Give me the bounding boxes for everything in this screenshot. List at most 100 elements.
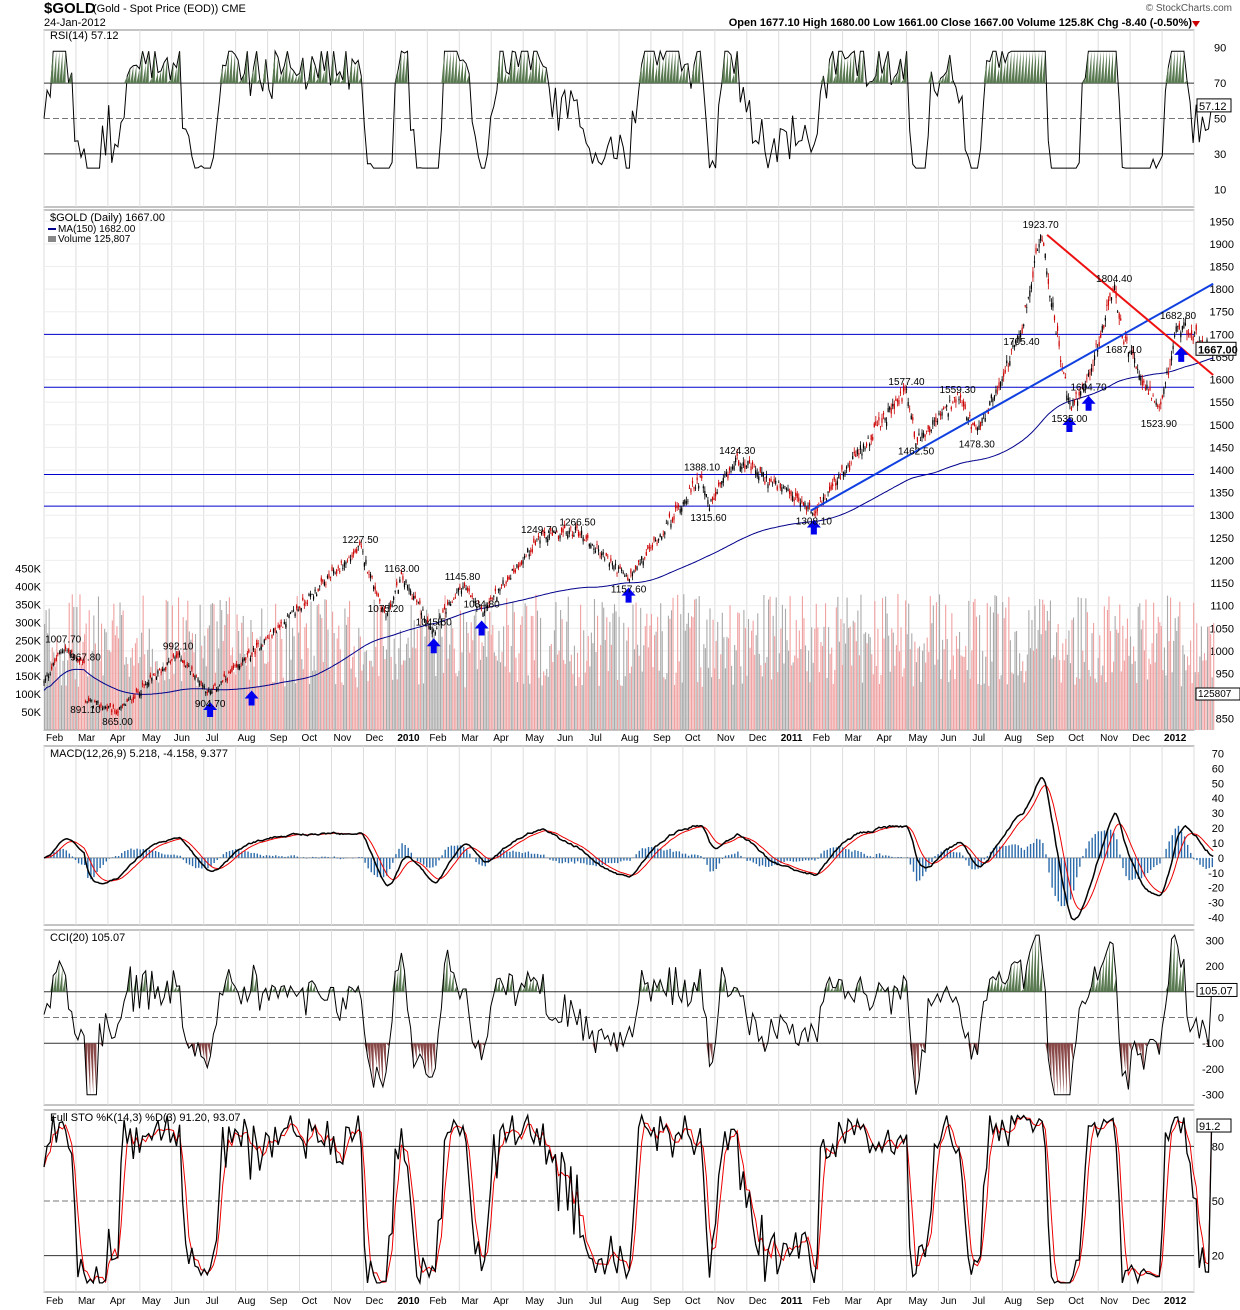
volume-bar <box>122 610 124 730</box>
price-candle-body <box>753 466 755 467</box>
volume-bar <box>818 672 820 730</box>
volume-bar <box>1208 626 1210 730</box>
price-candle-body <box>967 418 969 422</box>
macd-histogram-bar <box>515 851 517 858</box>
macd-histogram-bar <box>912 857 915 872</box>
price-candle-body <box>346 559 349 561</box>
price-annotation-label: 1604.70 <box>1071 382 1108 393</box>
cci-extreme-fill <box>413 1043 417 1061</box>
macd-histogram-bar <box>804 857 807 861</box>
macd-histogram-bar <box>690 854 693 858</box>
rsi-overbought-fill <box>641 51 645 84</box>
sto-k-line <box>43 1113 1213 1286</box>
price-candle-body <box>611 563 614 566</box>
volume-bar <box>669 618 671 730</box>
price-candle-body <box>1030 284 1032 289</box>
volume-bar <box>233 672 235 730</box>
volume-bar <box>305 623 307 730</box>
cci-extreme-fill <box>1180 959 1184 992</box>
macd-histogram-bar <box>93 857 95 878</box>
volume-bar <box>1125 638 1127 730</box>
macd-histogram-bar <box>407 847 409 858</box>
volume-bar <box>934 664 936 730</box>
volume-bar <box>231 647 234 730</box>
price-candle-body <box>748 459 751 464</box>
macd-histogram-bar <box>789 857 791 862</box>
price-candle-body <box>212 687 215 690</box>
volume-bar <box>526 606 528 730</box>
volume-legend-swatch <box>48 236 56 242</box>
cci-extreme-fill <box>1069 1043 1073 1061</box>
macd-histogram-bar <box>915 857 918 882</box>
rsi-overbought-fill <box>835 51 839 84</box>
volume-bar <box>59 651 61 730</box>
price-annotation-label: 1266.50 <box>559 517 596 528</box>
price-candle-body <box>75 660 77 661</box>
volume-bar <box>757 613 759 730</box>
volume-bar <box>211 603 214 730</box>
price-candle-body <box>163 669 165 671</box>
price-candle-body <box>437 621 439 625</box>
macd-histogram-bar <box>287 856 289 858</box>
price-candle-body <box>1029 290 1031 297</box>
price-candle-body <box>1016 336 1019 339</box>
price-month-label: Aug <box>621 733 639 744</box>
price-candle-body <box>174 657 176 659</box>
volume-bar <box>1190 640 1192 730</box>
cci-extreme-fill <box>521 987 525 992</box>
volume-bar <box>780 628 782 730</box>
volume-bar <box>690 616 693 730</box>
volume-bar <box>57 678 59 730</box>
price-candle-body <box>413 595 415 600</box>
volume-bar <box>412 647 414 730</box>
macd-histogram-bar <box>339 857 342 860</box>
price-candle-body <box>92 705 94 709</box>
rsi-overbought-fill <box>841 58 846 84</box>
price-candle-body <box>294 613 296 617</box>
volume-bar <box>788 650 790 730</box>
rsi-overbought-fill <box>395 69 399 84</box>
macd-histogram-bar <box>312 856 314 858</box>
price-candle-body <box>545 537 547 540</box>
price-candle-body <box>422 609 424 611</box>
macd-histogram-bar <box>268 855 271 858</box>
price-candle-body <box>1026 307 1028 309</box>
volume-bar <box>190 639 192 730</box>
price-candle-body <box>751 461 754 465</box>
macd-histogram-bar <box>84 857 86 866</box>
volume-bar <box>271 682 274 730</box>
price-candle-body <box>157 670 159 674</box>
macd-histogram-bar <box>278 856 280 858</box>
rsi-overbought-fill <box>330 51 334 84</box>
volume-bar <box>635 602 637 730</box>
price-candle-body <box>154 675 156 676</box>
volume-bar <box>1077 597 1079 730</box>
macd-histogram-bar <box>906 857 909 858</box>
rsi-overbought-fill <box>731 73 735 84</box>
volume-bar <box>1150 664 1152 730</box>
rsi-overbought-fill <box>336 71 340 84</box>
macd-tick-label: -40 <box>1208 913 1224 925</box>
volume-bar <box>590 632 592 730</box>
price-candle-body <box>274 628 276 631</box>
macd-histogram-bar <box>364 857 366 863</box>
volume-bar <box>193 652 195 730</box>
price-candle-body <box>859 445 862 450</box>
volume-bar <box>85 623 87 730</box>
volume-bar <box>335 684 337 730</box>
price-candle-body <box>483 610 486 613</box>
macd-histogram-bar <box>672 851 674 858</box>
rsi-overbought-fill <box>1109 51 1114 84</box>
macd-histogram-bar <box>182 857 185 860</box>
volume-bar <box>165 599 167 730</box>
volume-bar <box>764 662 767 730</box>
macd-histogram-bar <box>238 849 240 858</box>
price-candle-body <box>471 595 473 597</box>
volume-bar <box>734 644 736 730</box>
volume-bar <box>153 679 155 730</box>
price-candle-body <box>445 611 447 614</box>
cci-tick-label: -300 <box>1202 1090 1224 1102</box>
price-candle-body <box>314 589 316 592</box>
price-month-label: Mar <box>461 733 479 744</box>
price-candle-body <box>698 485 700 489</box>
